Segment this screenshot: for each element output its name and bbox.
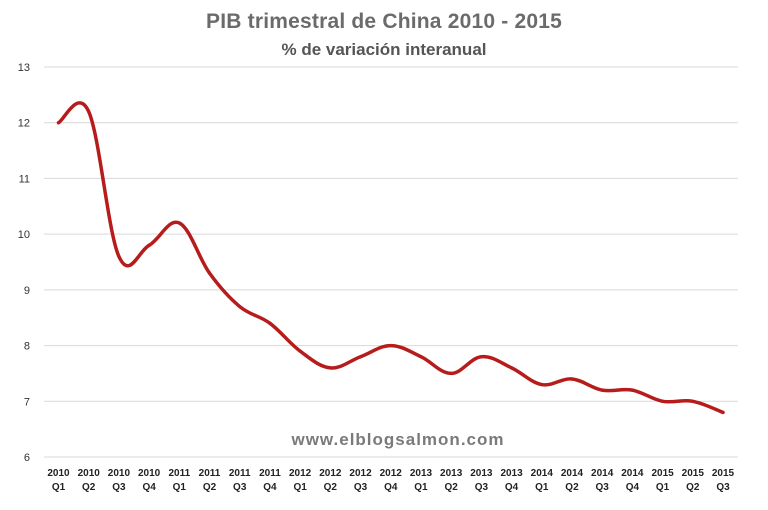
x-tick-year: 2014: [531, 468, 554, 479]
data-point: [298, 349, 302, 353]
data-point: [238, 304, 242, 309]
data-point: [479, 355, 483, 359]
data-point: [56, 121, 61, 125]
data-point: [691, 399, 695, 403]
y-tick-label: 7: [24, 396, 30, 408]
series-line: [56, 101, 725, 415]
x-tick-quarter: Q1: [173, 482, 187, 493]
x-tick-quarter: Q4: [505, 482, 519, 493]
data-point: [358, 355, 363, 359]
watermark-text: www.elblogsalmon.com: [290, 430, 504, 449]
x-tick-year: 2011: [259, 468, 281, 479]
data-point: [600, 388, 604, 392]
x-tick-year: 2014: [621, 468, 644, 479]
x-tick-quarter: Q1: [414, 482, 428, 493]
x-tick-year: 2012: [380, 468, 403, 479]
x-tick-year: 2012: [289, 468, 312, 479]
x-tick-quarter: Q3: [596, 482, 610, 493]
x-tick-year: 2014: [561, 468, 584, 479]
data-point: [540, 382, 544, 387]
chart-subtitle: % de variación interanual: [281, 40, 487, 59]
x-tick-quarter: Q1: [52, 482, 66, 493]
data-point: [570, 377, 574, 381]
x-tick-quarter: Q2: [565, 482, 579, 493]
x-tick-year: 2014: [591, 468, 614, 479]
x-tick-year: 2010: [47, 468, 70, 479]
x-tick-quarter: Q2: [324, 482, 338, 493]
x-tick-year: 2010: [108, 468, 131, 479]
data-point: [721, 410, 725, 415]
x-tick-quarter: Q4: [384, 482, 398, 493]
data-point: [147, 243, 151, 247]
y-tick-label: 9: [24, 285, 30, 297]
y-tick-label: 13: [18, 62, 30, 74]
y-tick-label: 12: [18, 118, 30, 130]
x-tick-quarter: Q4: [263, 482, 277, 493]
x-tick-quarter: Q1: [293, 482, 307, 493]
y-tick-label: 6: [24, 452, 30, 464]
x-tick-quarter: Q3: [112, 482, 126, 493]
x-tick-quarter: Q4: [142, 482, 156, 493]
y-tick-label: 10: [18, 229, 30, 241]
data-point: [389, 343, 393, 348]
data-point: [660, 399, 665, 403]
x-tick-quarter: Q2: [203, 482, 217, 493]
x-tick-year: 2013: [470, 468, 493, 479]
data-point: [268, 321, 272, 325]
x-tick-year: 2011: [229, 468, 251, 479]
x-tick-year: 2013: [410, 468, 433, 479]
x-tick-quarter: Q2: [444, 482, 458, 493]
x-tick-quarter: Q2: [82, 482, 96, 493]
data-point: [630, 388, 634, 392]
data-point: [449, 371, 453, 376]
x-tick-year: 2015: [651, 468, 674, 479]
data-point: [177, 221, 181, 225]
x-tick-year: 2015: [682, 468, 705, 479]
x-tick-quarter: Q3: [354, 482, 368, 493]
x-tick-quarter: Q4: [626, 482, 640, 493]
x-tick-year: 2011: [199, 468, 221, 479]
x-tick-year: 2012: [319, 468, 342, 479]
y-tick-label: 11: [19, 173, 30, 185]
x-tick-quarter: Q2: [686, 482, 700, 493]
x-tick-quarter: Q3: [233, 482, 247, 493]
chart-title: PIB trimestral de China 2010 - 2015: [206, 10, 562, 33]
data-point: [207, 271, 212, 275]
x-tick-year: 2010: [138, 468, 161, 479]
x-tick-quarter: Q1: [535, 482, 549, 493]
x-tick-year: 2011: [168, 468, 190, 479]
x-tick-year: 2013: [500, 468, 523, 479]
y-tick-label: 8: [24, 341, 30, 353]
data-point: [419, 355, 423, 359]
x-tick-year: 2012: [349, 468, 372, 479]
data-point: [328, 366, 332, 370]
data-point: [509, 366, 514, 370]
x-tick-year: 2010: [78, 468, 101, 479]
x-tick-year: 2015: [712, 468, 735, 479]
x-tick-quarter: Q3: [475, 482, 489, 493]
data-point: [87, 109, 91, 114]
x-tick-quarter: Q1: [656, 482, 670, 493]
x-tick-year: 2013: [440, 468, 463, 479]
data-point: [117, 254, 121, 259]
x-tick-quarter: Q3: [716, 482, 730, 493]
